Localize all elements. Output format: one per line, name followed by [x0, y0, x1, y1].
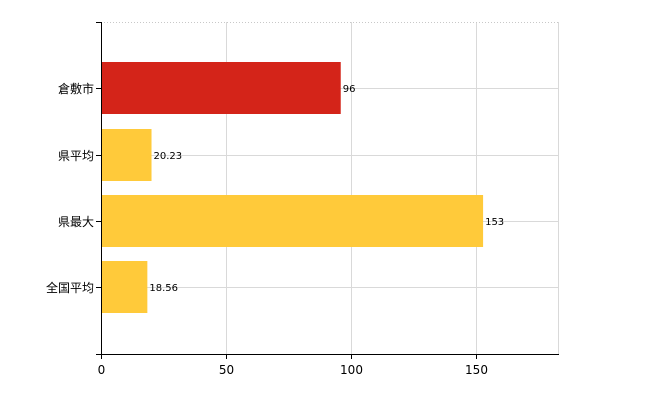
category-label: 全国平均 [46, 280, 94, 295]
x-tick-label: 150 [465, 363, 488, 377]
bar [102, 129, 152, 181]
bars [102, 62, 484, 313]
data-label: 153 [485, 217, 504, 228]
x-tick-label: 50 [219, 363, 234, 377]
data-label: 96 [343, 84, 356, 95]
x-tick-label: 100 [340, 363, 363, 377]
data-label: 20.23 [154, 151, 183, 162]
category-label: 県最大 [58, 215, 94, 229]
labels: 96 倉敷市 20.23 県平均 153 県最大 18.56 全国平均 0 50 100 150 [46, 81, 504, 377]
x-tick-label: 0 [98, 363, 106, 377]
category-label: 倉敷市 [58, 81, 94, 96]
data-label: 18.56 [149, 283, 178, 294]
category-label: 県平均 [58, 149, 94, 163]
bar [102, 62, 341, 114]
bar [102, 195, 484, 247]
axes [96, 22, 559, 359]
bar [102, 261, 148, 313]
